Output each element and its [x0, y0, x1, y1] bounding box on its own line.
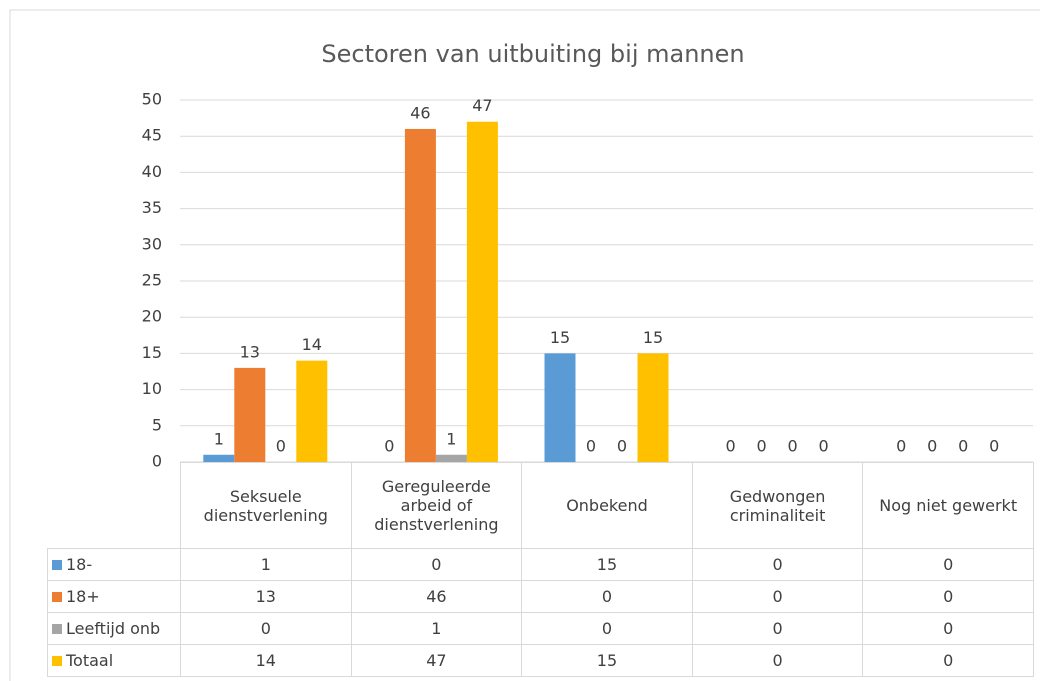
table-value: 1 — [350, 612, 523, 645]
data-label: 0 — [819, 437, 829, 456]
table-row: 18- 1 0 15 0 0 — [47, 548, 1034, 581]
data-label: 0 — [896, 437, 906, 456]
data-label: 15 — [550, 328, 570, 347]
y-tick-label: 10 — [142, 379, 162, 398]
data-label: 13 — [240, 342, 260, 361]
legend-swatch — [52, 560, 62, 570]
data-label: 0 — [276, 437, 286, 456]
table-value: 47 — [350, 644, 523, 677]
table-row: 18+ 13 46 0 0 0 — [47, 580, 1034, 613]
category-label: Gereguleerde arbeid of dienstverlening — [350, 462, 523, 549]
bar — [234, 367, 266, 462]
legend-entry: 18- — [47, 548, 181, 581]
data-label: 0 — [788, 437, 798, 456]
table-value: 15 — [521, 644, 693, 677]
data-label: 15 — [643, 328, 663, 347]
data-label: 0 — [726, 437, 736, 456]
table-value: 13 — [180, 580, 352, 613]
data-label: 47 — [472, 96, 492, 115]
data-label: 46 — [410, 103, 430, 122]
data-label: 0 — [757, 437, 767, 456]
table-value: 15 — [521, 548, 693, 581]
y-tick-label: 5 — [152, 415, 162, 434]
bar — [296, 360, 328, 462]
header-row: Seksuele dienstverlening Gereguleerde arb… — [48, 462, 1034, 549]
data-label: 0 — [989, 437, 999, 456]
table-value: 0 — [691, 612, 864, 645]
legend-label: Leeftijd onb — [66, 619, 161, 638]
corner — [48, 463, 181, 549]
table-value: 1 — [180, 548, 352, 581]
y-tick-label: 30 — [142, 234, 162, 253]
y-tick-label: 0 — [152, 452, 162, 471]
legend-swatch — [52, 592, 62, 602]
y-tick-label: 15 — [142, 343, 162, 362]
table-value: 46 — [350, 580, 523, 613]
bar — [404, 128, 436, 462]
y-tick-label: 25 — [142, 271, 162, 290]
table-value: 0 — [521, 580, 693, 613]
legend-entry: 18+ — [47, 580, 181, 613]
legend-entry: Leeftijd onb — [47, 612, 181, 645]
table-value: 0 — [862, 580, 1034, 613]
y-tick-label: 20 — [142, 307, 162, 326]
category-label: Gedwongen criminaliteit — [691, 462, 864, 549]
chart-title: Sectoren van uitbuiting bij mannen — [321, 40, 744, 68]
data-label: 1 — [214, 429, 224, 448]
data-label: 0 — [617, 437, 627, 456]
y-tick-label: 50 — [142, 90, 162, 109]
table-row: Totaal 14 47 15 0 0 — [47, 644, 1034, 677]
legend-entry: Totaal — [47, 644, 181, 677]
table-value: 0 — [691, 580, 864, 613]
table-value: 0 — [350, 548, 523, 581]
legend-label: Totaal — [66, 651, 114, 670]
bar — [466, 121, 498, 462]
legend-label: 18+ — [66, 587, 100, 606]
table-value: 0 — [691, 644, 864, 677]
bar — [637, 353, 669, 462]
table-row: Leeftijd onb 0 1 0 0 0 — [47, 612, 1034, 645]
data-label: 14 — [302, 335, 322, 354]
table-value: 0 — [862, 548, 1034, 581]
data-table: Seksuele dienstverlening Gereguleerde arb… — [47, 462, 1034, 677]
y-tick-label: 35 — [142, 198, 162, 217]
table-value: 0 — [691, 548, 864, 581]
category-label: Seksuele dienstverlening — [180, 462, 352, 549]
y-tick-label: 40 — [142, 162, 162, 181]
bar — [203, 454, 235, 462]
data-label: 0 — [927, 437, 937, 456]
legend-swatch — [52, 624, 62, 634]
table-value: 14 — [180, 644, 352, 677]
legend-label: 18- — [66, 555, 93, 574]
bar — [544, 353, 576, 462]
bar — [435, 454, 467, 462]
category-label: Onbekend — [521, 462, 693, 549]
data-label: 1 — [446, 429, 456, 448]
data-label: 0 — [586, 437, 596, 456]
data-label: 0 — [384, 437, 394, 456]
table-value: 0 — [862, 612, 1034, 645]
table-value: 0 — [862, 644, 1034, 677]
chart-border — [9, 9, 1040, 681]
table-value: 0 — [521, 612, 693, 645]
legend-swatch — [52, 656, 62, 666]
y-tick-label: 45 — [142, 126, 162, 145]
table-value: 0 — [180, 612, 352, 645]
category-label: Nog niet gewerkt — [862, 462, 1034, 549]
data-label: 0 — [958, 437, 968, 456]
